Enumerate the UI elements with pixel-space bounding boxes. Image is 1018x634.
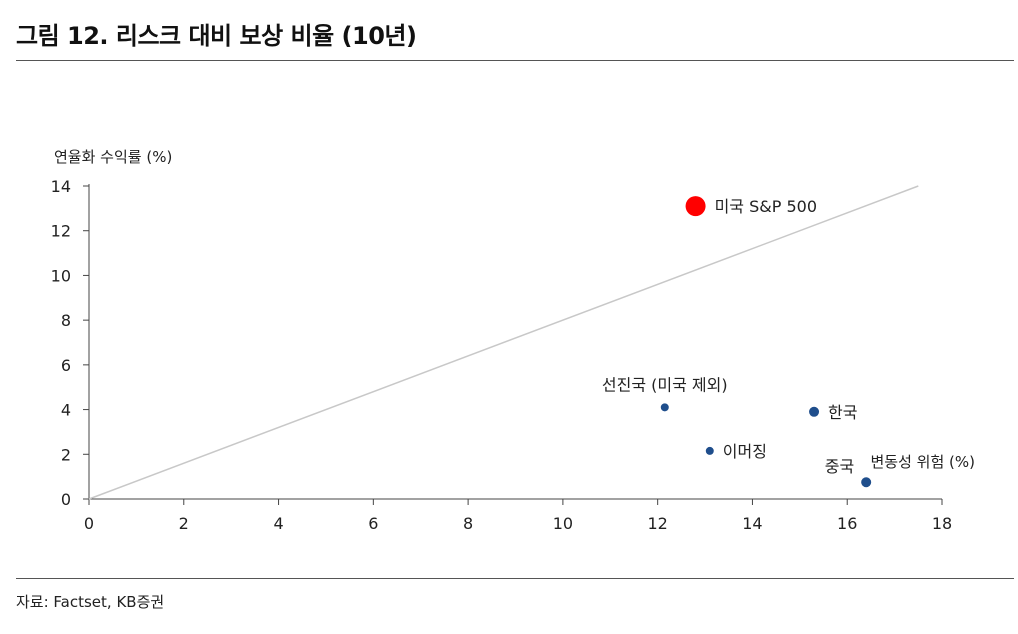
point-label: 한국 bbox=[828, 403, 857, 422]
point-label: 선진국 (미국 제외) bbox=[602, 375, 728, 394]
y-tick-label: 8 bbox=[61, 311, 71, 330]
y-tick-label: 10 bbox=[51, 266, 71, 285]
y-tick-label: 12 bbox=[51, 222, 71, 241]
x-tick-label: 14 bbox=[742, 514, 762, 533]
reference-line bbox=[88, 185, 919, 500]
x-tick-label: 6 bbox=[368, 514, 378, 533]
data-point bbox=[660, 403, 669, 412]
x-tick-label: 16 bbox=[837, 514, 857, 533]
y-tick-label: 6 bbox=[61, 356, 71, 375]
page-title: 그림 12. 리스크 대비 보상 비율 (10년) bbox=[16, 22, 417, 50]
data-point bbox=[809, 406, 820, 417]
data-point bbox=[861, 477, 872, 488]
x-tick-label: 0 bbox=[84, 514, 94, 533]
x-tick-label: 4 bbox=[273, 514, 283, 533]
x-tick-label: 10 bbox=[553, 514, 573, 533]
y-axis-label: 연율화 수익률 (%) bbox=[54, 148, 172, 166]
x-tick-label: 12 bbox=[647, 514, 667, 533]
x-tick-label: 8 bbox=[463, 514, 473, 533]
point-label: 중국 bbox=[825, 457, 854, 476]
point-label: 미국 S&P 500 bbox=[715, 197, 817, 216]
x-tick-label: 2 bbox=[179, 514, 189, 533]
source-divider bbox=[16, 578, 1014, 579]
point-label: 이머징 bbox=[723, 442, 767, 461]
x-axis-label: 변동성 위험 (%) bbox=[871, 453, 976, 471]
data-point bbox=[705, 446, 714, 455]
data-point bbox=[685, 196, 706, 217]
title-divider bbox=[16, 60, 1014, 61]
y-tick-label: 14 bbox=[51, 177, 71, 196]
y-tick-label: 4 bbox=[61, 401, 71, 420]
chart-axes: 0 2 4 6 8 10 12 14 0 2 4 6 8 10 12 14 16 18 bbox=[51, 177, 953, 533]
y-tick-label: 0 bbox=[61, 490, 71, 509]
y-tick-label: 2 bbox=[61, 445, 71, 464]
x-tick-label: 18 bbox=[932, 514, 952, 533]
source-note: 자료: Factset, KB증권 bbox=[16, 593, 165, 611]
